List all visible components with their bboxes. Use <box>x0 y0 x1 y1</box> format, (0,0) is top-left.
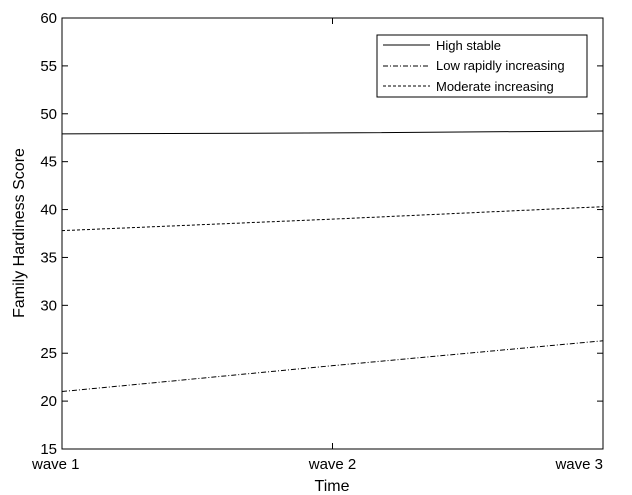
y-tick-label: 40 <box>40 202 57 219</box>
y-tick-label: 15 <box>40 441 57 458</box>
series-line-high-stable <box>61 130 604 135</box>
y-axis: 15 20 25 30 35 40 45 50 55 60 <box>40 10 603 458</box>
series-line-moderate-increasing <box>61 206 604 232</box>
y-tick-label: 25 <box>40 345 57 362</box>
x-tick-label: wave 1 <box>31 456 80 473</box>
x-axis: wave 1 wave 2 wave 3 <box>31 18 604 473</box>
x-axis-label: Time <box>315 478 350 495</box>
series-line-low-rapidly-increasing <box>61 340 604 393</box>
y-tick-label: 30 <box>40 297 57 314</box>
y-tick-label: 50 <box>40 106 57 123</box>
legend: High stable Low rapidly increasing Moder… <box>376 34 588 98</box>
x-tick-label: wave 3 <box>554 456 603 473</box>
y-tick-label: 35 <box>40 249 57 266</box>
x-tick-label: wave 2 <box>308 456 357 473</box>
series-lines <box>61 130 604 393</box>
y-tick-label: 55 <box>40 58 57 75</box>
y-tick-label: 20 <box>40 393 57 410</box>
y-tick-label: 60 <box>40 10 57 27</box>
legend-label-moderate-increasing: Moderate increasing <box>436 79 554 94</box>
y-tick-label: 45 <box>40 154 57 171</box>
legend-label-low-rapidly-increasing: Low rapidly increasing <box>436 58 565 73</box>
y-axis-label: Family Hardiness Score <box>11 148 28 318</box>
legend-label-high-stable: High stable <box>436 38 501 53</box>
